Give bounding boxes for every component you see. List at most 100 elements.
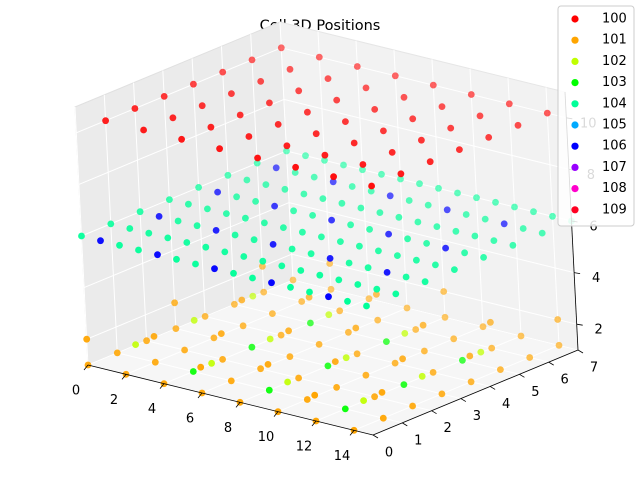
point-series-104 [223,210,230,218]
y-tick-label: 2 [443,421,451,436]
point-series-100 [362,84,370,92]
point-series-104 [231,231,239,239]
point-series-100 [380,127,387,135]
point-series-103 [400,381,408,388]
point-series-104 [306,288,313,296]
point-series-101 [336,307,344,315]
point-series-101 [181,346,189,354]
point-series-103 [383,338,390,345]
legend-label-102: 102 [602,54,627,69]
point-series-101 [554,316,562,323]
point-series-101 [305,293,313,301]
point-series-106 [326,255,334,262]
point-series-106 [272,164,280,172]
point-series-101 [171,299,179,307]
point-series-104 [318,233,325,241]
point-series-100 [353,63,361,70]
point-series-104 [166,196,173,204]
point-series-106 [385,230,392,238]
point-series-101 [450,335,458,343]
point-series-106 [386,192,394,200]
legend-marker-106 [571,142,579,150]
legend-label-108: 108 [602,181,627,196]
point-series-104 [549,212,556,220]
point-series-104 [421,278,429,286]
point-series-101 [487,318,494,326]
point-series-100 [140,126,148,134]
point-series-104 [321,156,328,164]
point-series-104 [392,290,400,298]
point-series-104 [240,253,248,260]
point-series-106 [442,244,449,252]
grid-line [86,253,292,340]
legend-marker-107 [571,163,579,171]
point-series-102 [249,292,257,300]
point-series-101 [378,389,386,396]
grid-line [283,98,570,170]
point-series-103 [341,405,349,413]
point-series-102 [132,341,140,348]
grid-line [201,307,408,394]
point-series-104 [302,152,309,160]
point-series-100 [447,124,455,132]
point-series-104 [519,225,527,232]
point-series-100 [371,106,379,113]
point-series-101 [285,327,292,335]
point-series-104 [492,198,499,206]
point-series-100 [505,100,513,108]
point-series-101 [555,341,563,349]
y-tick-label: 3 [473,409,481,424]
legend: 100 101 102 103 104 105 106 107 108 109 [557,5,635,227]
point-series-104 [278,262,286,270]
point-series-101 [517,332,525,340]
y-tick-label: 6 [561,373,569,388]
point-series-100 [277,44,285,52]
point-series-104 [242,214,249,222]
x-tick-mark [235,402,241,408]
point-series-101 [409,402,416,410]
point-series-100 [438,103,446,110]
point-series-104 [414,218,422,226]
point-series-104 [335,276,343,284]
point-series-104 [481,215,489,223]
point-series-101 [479,323,487,331]
point-series-100 [418,136,425,144]
legend-marker-104 [571,100,579,108]
point-series-100 [350,139,358,147]
point-series-101 [327,285,335,293]
point-series-106 [325,293,332,301]
point-series-102 [325,311,333,319]
point-series-104 [357,204,365,212]
point-series-100 [169,114,177,122]
y-tick-label: 1 [414,433,422,448]
point-series-104 [283,147,290,155]
point-series-104 [253,159,261,167]
point-series-104 [423,240,430,247]
point-series-102 [342,354,350,362]
point-series-102 [401,330,409,337]
point-series-104 [221,248,229,256]
x-tick-mark [197,392,203,399]
point-series-104 [345,259,353,267]
point-series-104 [192,260,199,268]
point-series-104 [316,271,324,279]
point-series-100 [236,111,244,119]
point-series-104 [364,264,372,272]
point-series-104 [378,170,385,178]
point-series-101 [264,361,272,368]
point-series-101 [429,369,437,376]
point-series-101 [83,335,91,343]
grid-line [263,291,549,363]
legend-label-109: 109 [602,202,627,217]
point-series-102 [266,335,274,343]
point-series-104 [471,232,479,240]
grid-line [353,344,560,431]
point-series-104 [297,267,305,274]
z-tick-mark [574,272,581,274]
point-series-101 [150,333,158,340]
y-tick-label: 4 [502,397,510,412]
point-series-106 [211,265,218,273]
point-series-104 [173,255,180,263]
point-series-104 [145,229,153,237]
